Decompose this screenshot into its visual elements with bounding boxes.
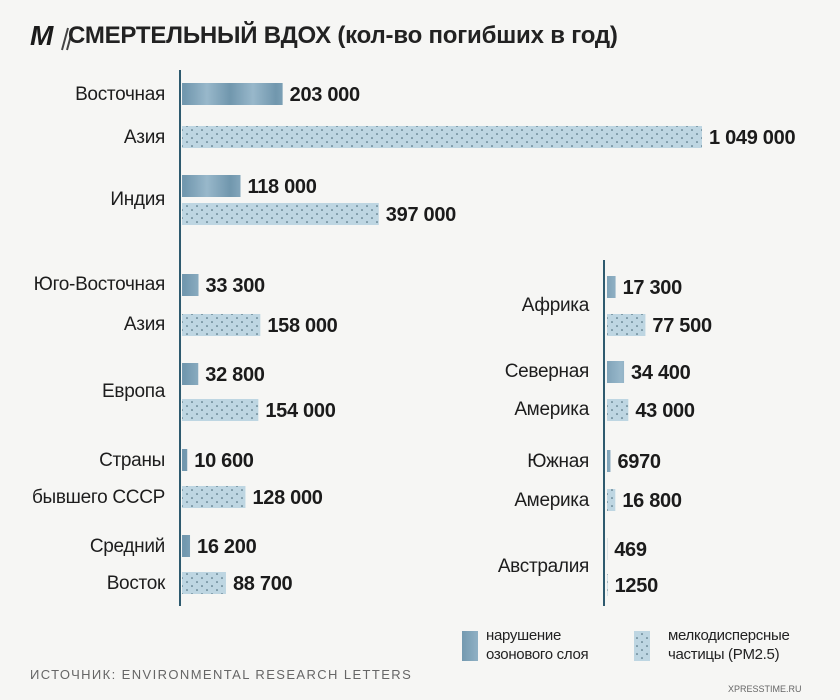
legend-swatch (462, 631, 478, 661)
bar (182, 535, 191, 557)
watermark: XPRESSTIME.RU (728, 684, 802, 694)
category-label: Северная Америка (504, 361, 590, 420)
value-label: 1 049 000 (709, 127, 795, 149)
category-label: Европа (102, 381, 165, 402)
category-label: Австралия (497, 556, 589, 577)
bar (182, 274, 199, 296)
legend-label: мелкодисперсные частицы (PM2.5) (668, 627, 790, 663)
bar (182, 363, 199, 385)
bar (607, 450, 611, 472)
value-label: 33 300 (206, 275, 266, 297)
bar (607, 399, 629, 421)
chart-title: СМЕРТЕЛЬНЫЙ ВДОХ (кол-во погибших в год) (68, 22, 618, 49)
value-label: 16 800 (622, 490, 682, 512)
value-label: 16 200 (197, 536, 257, 558)
bar (182, 572, 226, 594)
category-label: Юго-Восточная Азия (33, 274, 166, 335)
bar (182, 83, 283, 105)
bar (182, 203, 379, 225)
bar (182, 399, 259, 421)
value-label: 88 700 (233, 573, 293, 595)
value-label: 17 300 (623, 277, 683, 299)
bar (607, 574, 608, 596)
value-label: 32 800 (205, 364, 265, 386)
value-label: 1250 (615, 575, 658, 597)
value-label: 34 400 (631, 362, 691, 384)
value-label: 43 000 (635, 400, 695, 422)
source: ИСТОЧНИК: ENVIRONMENTAL RESEARCH LETTERS (30, 667, 413, 682)
category-label: Средний Восток (89, 535, 165, 594)
legend-swatch (634, 631, 650, 661)
value-label: 77 500 (652, 315, 712, 337)
value-label: 118 000 (247, 176, 316, 198)
category-label: Индия (110, 189, 165, 210)
value-label: 469 (614, 539, 647, 561)
logo-slashes (61, 27, 74, 51)
value-label: 158 000 (267, 315, 337, 337)
bar (182, 486, 246, 508)
value-label: 10 600 (194, 450, 254, 472)
bar (607, 489, 616, 511)
value-label: 128 000 (252, 487, 322, 509)
logo: M (30, 20, 54, 51)
category-label: Африка (521, 295, 590, 316)
category-label: Восточная Азия (75, 83, 165, 148)
bar (607, 361, 625, 383)
value-label: 397 000 (386, 204, 456, 226)
value-label: 203 000 (290, 84, 360, 106)
bar (182, 314, 261, 336)
category-label: Южная Америка (514, 450, 589, 511)
bar (607, 276, 616, 298)
bar (182, 126, 702, 148)
legend-label: нарушение озонового слоя (486, 627, 589, 663)
category-label: Страны бывшего СССР (31, 449, 165, 508)
value-label: 154 000 (265, 400, 335, 422)
bar (607, 314, 646, 336)
value-label: 6970 (617, 451, 660, 473)
bar (182, 175, 241, 197)
bar (182, 449, 188, 471)
